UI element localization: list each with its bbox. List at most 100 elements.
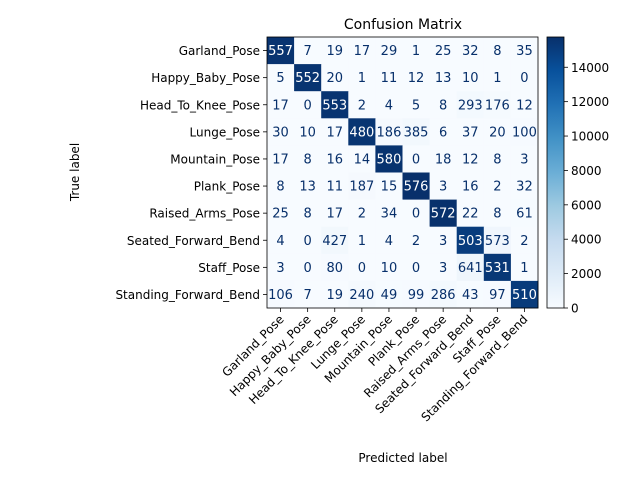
cell-value: 10: [299, 125, 316, 140]
cell: [483, 280, 512, 309]
cell: [375, 199, 403, 228]
cell: [510, 199, 539, 228]
cell: [510, 118, 539, 146]
chart-title: Confusion Matrix: [344, 17, 462, 33]
y-tick-label: Seated_Forward_Bend: [127, 234, 260, 248]
cell-value: 573: [485, 234, 510, 249]
cell-value: 8: [493, 44, 501, 59]
cell: [402, 37, 430, 65]
cell: [348, 37, 376, 65]
cell-value: 1: [412, 44, 420, 59]
cell: [375, 64, 403, 92]
cell: [267, 253, 295, 282]
cell-value: 17: [326, 125, 343, 140]
cell-value: 32: [462, 44, 479, 59]
cell: [321, 91, 349, 119]
cell-value: 2: [358, 207, 366, 222]
cell-value: 6: [439, 125, 447, 140]
cell: [294, 280, 322, 309]
cell: [348, 226, 376, 255]
cell: [294, 64, 322, 92]
cell: [402, 253, 430, 282]
cell: [429, 199, 458, 228]
cell: [267, 37, 295, 65]
cell: [402, 226, 430, 255]
cell-value: 0: [358, 261, 366, 276]
cell-value: 25: [272, 207, 289, 222]
y-tick-label: Garland_Pose: [179, 44, 260, 58]
cell-value: 7: [304, 288, 312, 303]
cell: [402, 118, 430, 146]
cell-value: 18: [435, 152, 452, 167]
cell: [429, 118, 458, 146]
cell: [456, 226, 485, 255]
cell-value: 10: [381, 261, 398, 276]
colorbar-tick-label: 4000: [571, 233, 602, 247]
cell: [321, 199, 349, 228]
cell-value: 3: [520, 152, 528, 167]
cell-value: 19: [326, 44, 343, 59]
cell: [294, 172, 322, 200]
colorbar-tick-label: 12000: [571, 95, 609, 109]
cell: [294, 253, 322, 282]
colorbar-tick-label: 10000: [571, 130, 609, 144]
cell: [321, 64, 349, 92]
cell-value: 8: [304, 207, 312, 222]
cell: [375, 280, 403, 309]
cell: [375, 91, 403, 119]
cell-value: 35: [516, 44, 533, 59]
cell-value: 7: [304, 44, 312, 59]
y-tick-label: Mountain_Pose: [170, 152, 260, 166]
y-tick-label: Head_To_Knee_Pose: [140, 98, 260, 112]
cell-value: 10: [462, 71, 479, 86]
cell: [375, 37, 403, 65]
cell: [510, 280, 539, 309]
cell-value: 16: [462, 180, 479, 195]
cell-value: 17: [272, 98, 289, 113]
cell-value: 2: [493, 180, 501, 195]
cell-value: 427: [322, 234, 347, 249]
y-tick-label: Lunge_Pose: [190, 125, 260, 139]
colorbar-tick-label: 14000: [571, 61, 609, 75]
cell: [294, 226, 322, 255]
cell-value: 12: [462, 152, 479, 167]
cell-value: 13: [435, 71, 452, 86]
colorbar-tick-label: 0: [571, 302, 579, 316]
cell: [483, 64, 512, 92]
y-tick-label: Plank_Pose: [194, 180, 260, 194]
cell-value: 11: [381, 71, 398, 86]
cell-value: 1: [493, 71, 501, 86]
cell-value: 17: [326, 207, 343, 222]
cell-value: 8: [493, 152, 501, 167]
cell-value: 240: [349, 288, 374, 303]
y-tick-labels: Garland_Pose Happy_Baby_Pose Head_To_Knee_…: [115, 44, 267, 302]
cell: [375, 226, 403, 255]
cell: [456, 172, 485, 200]
cell-value: 503: [458, 234, 483, 249]
cell: [375, 145, 403, 173]
cell: [483, 118, 512, 146]
cell: [348, 64, 376, 92]
cell: [294, 145, 322, 173]
cell: [456, 253, 485, 282]
cell: [375, 172, 403, 200]
cell-value: 8: [493, 207, 501, 222]
cell-value: 1: [358, 71, 366, 86]
cell-value: 572: [431, 207, 456, 222]
cell: [483, 226, 512, 255]
cell: [348, 118, 376, 146]
cell-value: 0: [304, 261, 312, 276]
cell-value: 97: [489, 288, 506, 303]
cell: [348, 199, 376, 228]
cell: [510, 172, 539, 200]
cell-value: 0: [520, 71, 528, 86]
cell-value: 293: [458, 98, 483, 113]
colorbar-tick-label: 2000: [571, 267, 602, 281]
cell-value: 14: [354, 152, 371, 167]
cell: [402, 172, 430, 200]
cell: [483, 37, 512, 65]
y-tick-label: Happy_Baby_Pose: [151, 71, 260, 85]
cell: [267, 145, 295, 173]
cell-value: 30: [272, 125, 289, 140]
